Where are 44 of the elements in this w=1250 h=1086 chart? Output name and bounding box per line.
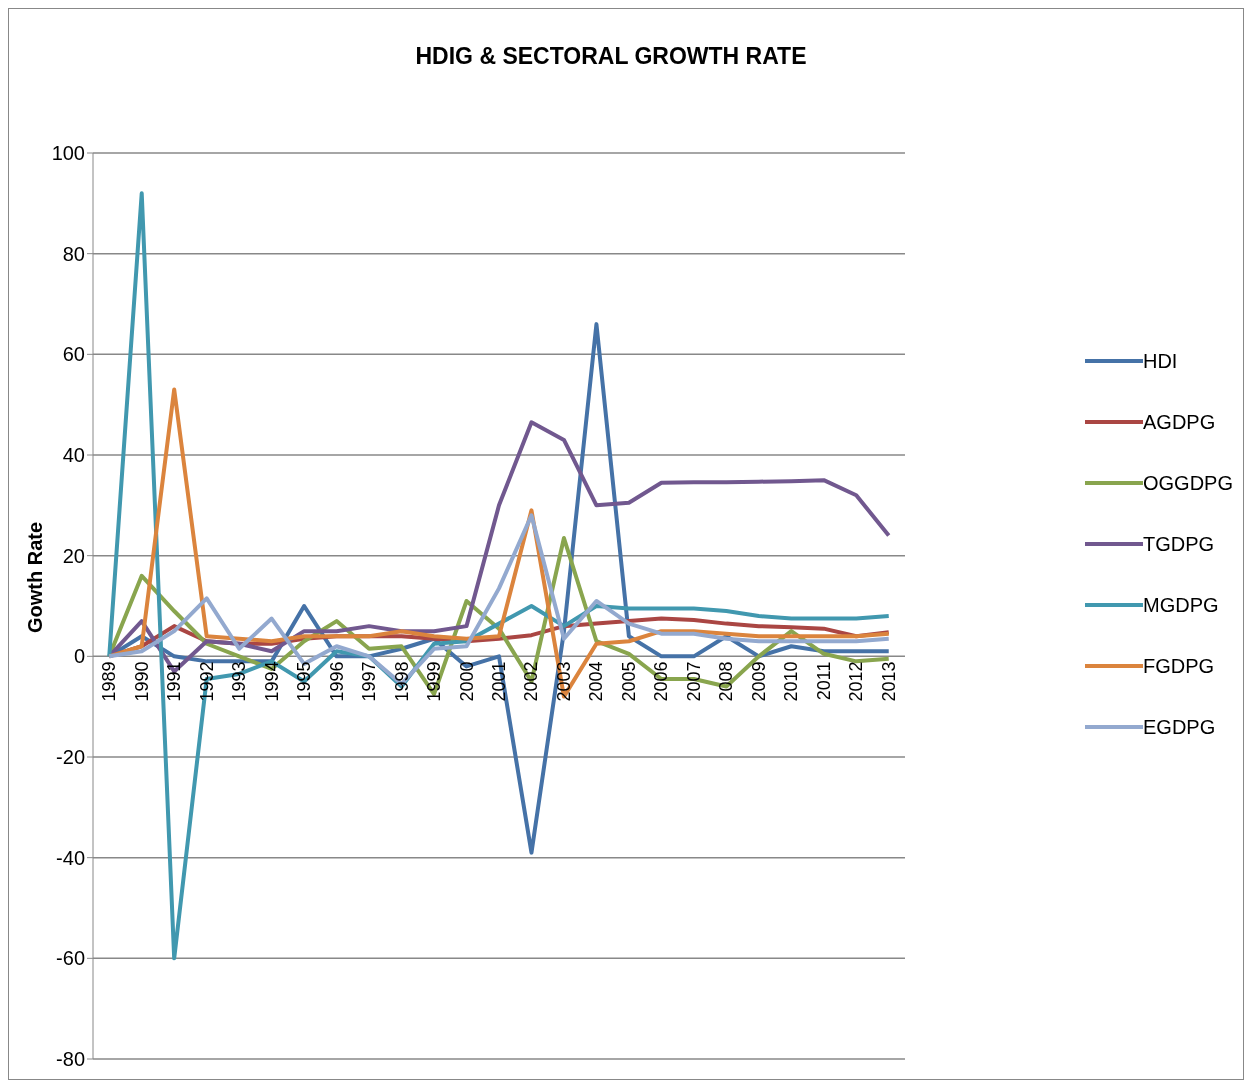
legend-label: HDI	[1142, 349, 1178, 373]
x-tick-label: 1993	[229, 661, 250, 702]
x-tick-label: 1992	[196, 661, 217, 702]
x-tick-label: 2012	[846, 661, 867, 702]
x-tick-label: 1997	[359, 661, 380, 702]
x-tick-label: 1995	[294, 661, 315, 702]
y-tick-label: 60	[62, 343, 85, 366]
y-tick-label: 0	[73, 645, 85, 668]
y-tick-label: -80	[56, 1048, 85, 1071]
x-tick-label: 2008	[716, 661, 737, 702]
x-tick-label: 1998	[391, 661, 412, 702]
x-tick-label: 2003	[553, 661, 574, 702]
x-tick-label: 2004	[586, 661, 607, 702]
y-tick-label: -20	[56, 746, 85, 769]
x-tick-label: 1994	[261, 661, 282, 702]
y-tick-label: -40	[56, 846, 85, 869]
x-tick-label: 2001	[488, 661, 509, 702]
y-axis-title: Gowth Rate	[24, 521, 48, 633]
x-tick-label: 2011	[813, 661, 834, 701]
x-tick-label: 1996	[326, 661, 347, 702]
x-tick-label: 2000	[456, 661, 477, 702]
x-tick-label: 2006	[651, 661, 672, 702]
x-tick-label: 1989	[99, 661, 120, 702]
legend-label: OGGDPG	[1142, 471, 1233, 495]
y-tick-label: -60	[56, 947, 85, 970]
y-tick-label: 80	[62, 242, 85, 265]
x-tick-label: 1990	[131, 661, 152, 702]
legend-label: MGDPG	[1142, 593, 1219, 617]
x-tick-label: 2007	[683, 661, 704, 702]
x-tick-label: 2009	[748, 661, 769, 702]
x-tick-label: 2005	[618, 661, 639, 702]
legend-label: EGDPG	[1142, 715, 1216, 739]
legend-label: FGDPG	[1142, 654, 1215, 678]
y-tick-label: 100	[51, 142, 85, 165]
x-tick-label: 1991	[164, 661, 185, 702]
x-tick-label: 2002	[521, 661, 542, 702]
y-tick-label: 40	[62, 444, 85, 467]
legend-label: AGDPG	[1142, 410, 1216, 434]
x-tick-label: 2013	[878, 661, 899, 702]
x-tick-label: 1999	[424, 661, 445, 702]
y-tick-label: 20	[62, 544, 85, 567]
legend-label: TGDPG	[1142, 532, 1215, 556]
x-tick-label: 2010	[781, 661, 802, 702]
chart-title: HDIG & SECTORAL GROWTH RATE	[414, 43, 808, 70]
